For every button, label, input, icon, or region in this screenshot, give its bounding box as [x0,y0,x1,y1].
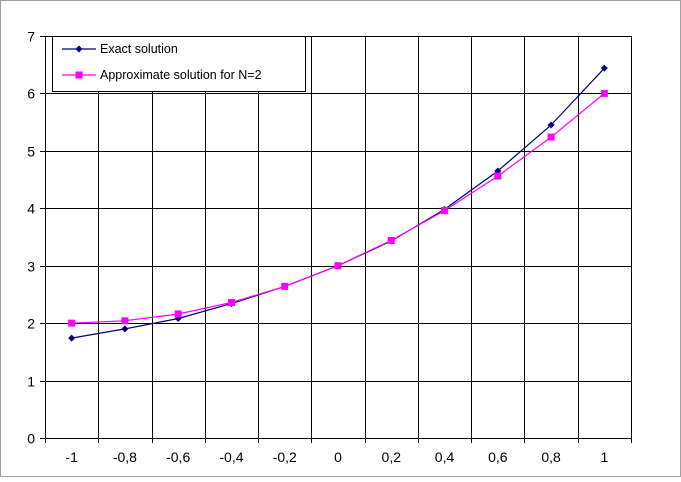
data-point-exact [121,325,129,333]
y-tick-label: 7 [27,29,35,45]
plot-area [45,36,632,439]
data-point-exact [68,334,76,342]
series [68,64,608,342]
axes: 0 1 2 3 4 5 6 7 -1 -0,8 -0,6 -0,4 -0,2 0 0,2 0,4 0,6 0,8 1 [27,29,632,465]
data-point-approximate [494,172,502,180]
y-tick-label: 4 [27,201,35,217]
x-tick-label: -0,2 [273,449,297,465]
data-point-approximate [441,207,449,215]
y-tick-label: 6 [27,86,35,102]
legend-marker-exact [75,45,83,53]
x-tick-label: 0 [334,449,342,465]
data-point-exact [600,64,608,72]
legend: Exact solution Approximate solution for … [52,36,306,92]
data-point-approximate [547,133,555,141]
x-tick-label: -0,8 [113,449,137,465]
x-tick-label: 1 [600,449,608,465]
x-tick-label: -0,4 [219,449,243,465]
x-tick-label: -1 [65,449,78,465]
x-tick-label: 0,6 [488,449,508,465]
data-point-exact [547,121,555,129]
x-tick-label: 0,2 [382,449,402,465]
y-tick-label: 0 [27,431,35,447]
data-point-approximate [334,262,342,270]
y-tick-label: 3 [27,259,35,275]
data-point-approximate [600,89,608,97]
x-tick-label: 0,8 [541,449,561,465]
y-tick-label: 5 [27,144,35,160]
data-point-approximate [68,319,76,327]
data-point-approximate [387,236,395,244]
x-tick-label: -0,6 [166,449,190,465]
y-tick-label: 2 [27,316,35,332]
data-point-approximate [281,282,289,290]
legend-label-approx: Approximate solution for N=2 [100,68,262,82]
grid [45,36,631,438]
y-tick-label: 1 [27,374,35,390]
data-point-approximate [227,298,235,306]
legend-label-exact: Exact solution [100,42,178,56]
legend-marker-approx [75,71,83,79]
x-tick-label: 0,4 [435,449,455,465]
data-point-approximate [174,310,182,318]
legend-box [52,36,306,92]
data-point-approximate [121,317,129,325]
